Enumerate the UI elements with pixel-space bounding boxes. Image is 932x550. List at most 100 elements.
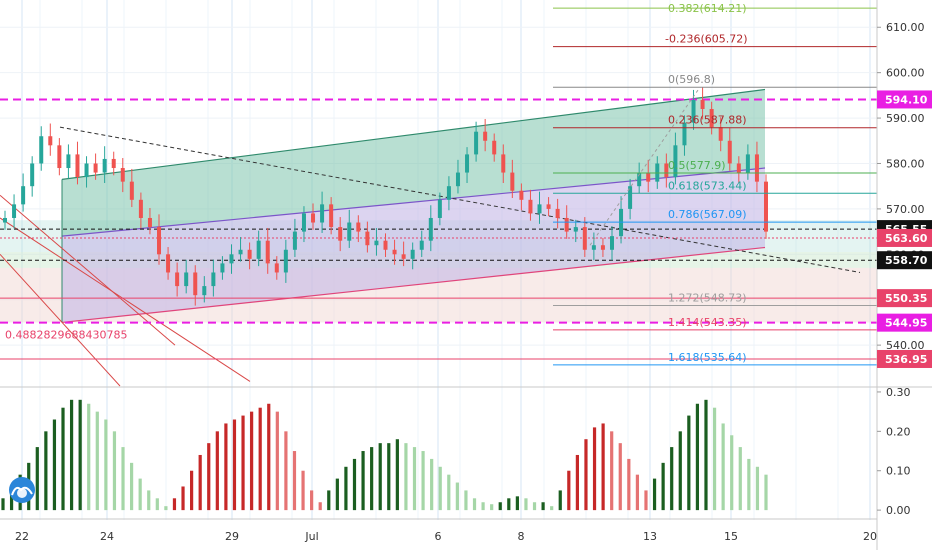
indicator-tick-label: 0.30 xyxy=(886,386,911,399)
chart-drawings: 0.4882829688430785 xyxy=(0,88,877,387)
candle-body xyxy=(501,154,506,173)
indicator-bar xyxy=(69,399,74,511)
candle-body xyxy=(564,217,569,232)
indicator-bar xyxy=(532,502,537,511)
candle-body xyxy=(166,254,171,273)
indicator-bar xyxy=(404,443,408,511)
indicator-bar xyxy=(292,451,297,511)
indicator-bar xyxy=(455,482,459,511)
indicator-bar xyxy=(78,399,82,511)
indicator-bar xyxy=(498,502,502,511)
indicator-bar xyxy=(87,403,91,511)
indicator-bar xyxy=(721,423,725,511)
candle-body xyxy=(428,217,433,241)
price-badge-label: 594.10 xyxy=(885,93,928,106)
candle-body xyxy=(474,131,479,155)
price-badge-label: 558.70 xyxy=(885,254,928,267)
indicator-bar xyxy=(584,439,588,511)
candle-body xyxy=(718,127,723,141)
indicator-bar xyxy=(318,502,322,511)
indicator-bar xyxy=(695,403,700,511)
candle-body xyxy=(3,217,7,223)
candle-body xyxy=(48,136,53,146)
price-badge xyxy=(877,228,932,247)
indicator-bar xyxy=(515,496,519,511)
indicator-bar xyxy=(575,454,579,511)
price-tick-label: 580.00 xyxy=(886,157,925,170)
indicator-bar xyxy=(678,431,682,511)
candle-body xyxy=(609,236,614,250)
price-badge xyxy=(877,90,932,109)
indicator-bar xyxy=(190,470,194,511)
candle-body xyxy=(700,99,705,109)
indicator-bar xyxy=(129,462,134,511)
candle-body xyxy=(274,263,279,273)
indicator-bar xyxy=(764,474,768,511)
indicator-bar xyxy=(267,403,271,511)
fib-label: 0.5(577.9) xyxy=(668,159,726,172)
indicator-bar xyxy=(550,506,554,511)
indicator-bar xyxy=(52,419,57,511)
candle-body xyxy=(465,154,470,173)
indicator-bar xyxy=(738,447,742,511)
candle-body xyxy=(338,227,343,241)
indicator-bar xyxy=(198,454,202,511)
indicator-bar xyxy=(687,415,691,511)
indicator-bar xyxy=(335,478,339,511)
candle-body xyxy=(555,208,560,218)
indicator-bar xyxy=(172,498,177,511)
indicator-bar xyxy=(147,490,151,511)
indicator-bar xyxy=(755,466,760,511)
indicator-bar xyxy=(258,407,262,511)
candle-body xyxy=(727,140,732,164)
candle-body xyxy=(12,204,17,218)
indicator-bar xyxy=(430,458,434,511)
candle-body xyxy=(283,249,288,273)
candle-body xyxy=(157,227,162,255)
indicator-bar xyxy=(35,447,39,511)
date-tick-label: Jul xyxy=(304,530,318,543)
candle-body xyxy=(664,163,669,178)
dashed-trendline xyxy=(59,126,861,273)
candle-body xyxy=(57,145,62,169)
candle-body xyxy=(401,254,406,259)
price-badge xyxy=(877,349,932,368)
indicator-bar xyxy=(138,478,142,511)
fib-label: 0.618(573.44) xyxy=(668,179,747,192)
candle-body xyxy=(329,204,334,228)
candle-body xyxy=(21,186,26,205)
fib-label: 0.786(567.09) xyxy=(668,208,747,221)
date-tick-label: 8 xyxy=(518,530,525,543)
indicator-bar xyxy=(472,498,477,511)
candle-body xyxy=(256,240,261,259)
candle-body xyxy=(202,286,207,296)
indicator-bar xyxy=(352,458,357,511)
candle-body xyxy=(120,168,125,182)
left-annotation: 0.4882829688430785 xyxy=(5,328,127,341)
tradingview-logo-icon[interactable] xyxy=(9,477,35,503)
indicator-bar xyxy=(421,451,425,511)
candle-body xyxy=(446,186,451,200)
candle-body xyxy=(238,249,243,255)
indicator-tick-label: 0.20 xyxy=(886,425,911,438)
indicator-bar xyxy=(1,498,5,511)
indicator-bar xyxy=(464,490,468,511)
date-tick-label: 29 xyxy=(225,530,239,543)
indicator-bar xyxy=(412,447,417,511)
fib-label: 0.382(614.21) xyxy=(668,2,747,15)
indicator-bar xyxy=(275,411,279,511)
channel-top-line xyxy=(61,88,766,180)
indicator-bar xyxy=(301,470,305,511)
candle-body xyxy=(383,240,388,250)
candle-body xyxy=(637,172,642,187)
candle-body xyxy=(30,163,35,187)
candle-body xyxy=(546,204,551,209)
candle-body xyxy=(193,272,198,296)
candle-body xyxy=(682,122,687,146)
date-tick-label: 20 xyxy=(863,530,877,543)
indicator-tick-label: 0.00 xyxy=(886,504,911,517)
indicator-bar xyxy=(344,466,348,511)
candle-body xyxy=(392,249,397,255)
fib-label: 0.236(587.88) xyxy=(668,114,747,127)
